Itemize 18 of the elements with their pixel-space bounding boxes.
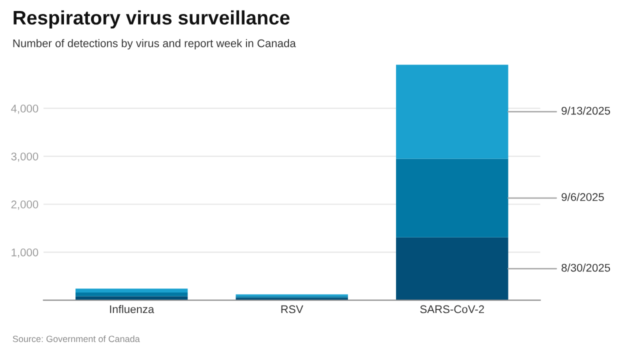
bar	[396, 158, 508, 238]
text: 9/6/2025	[562, 192, 604, 202]
x-tick-label: SARS-CoV-2	[420, 305, 484, 314]
chart-subtitle: Number of detections by virus and report week in Canada	[13, 39, 296, 50]
y-tick-label: 4,000	[11, 104, 38, 114]
x-tick-label: RSV	[281, 305, 304, 314]
y-tick-label: 1,000	[12, 248, 38, 258]
bar	[76, 288, 188, 292]
x-tick-label: Influenza	[110, 305, 154, 314]
bar	[396, 237, 508, 300]
chart-title: Respiratory virus surveillance	[14, 10, 290, 28]
text: 8/30/2025	[562, 264, 610, 272]
y-tick-label: 3,000	[11, 152, 38, 162]
y-tick-label: 2,000	[11, 200, 38, 210]
bar	[76, 292, 188, 296]
text: 9/13/2025	[562, 106, 610, 115]
bar	[396, 64, 508, 159]
source-note: Source: Government of Canada	[12, 335, 140, 342]
